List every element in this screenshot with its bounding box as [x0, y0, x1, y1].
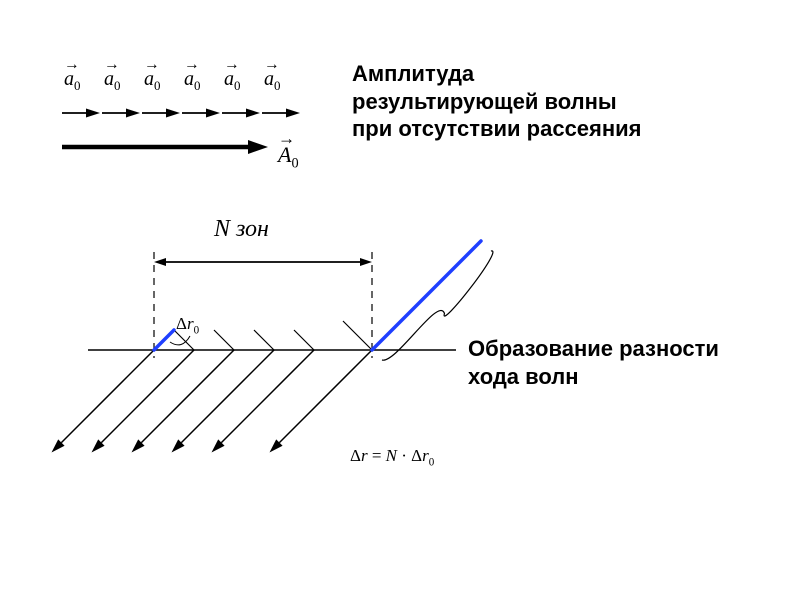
diagram-svg: [0, 0, 800, 600]
